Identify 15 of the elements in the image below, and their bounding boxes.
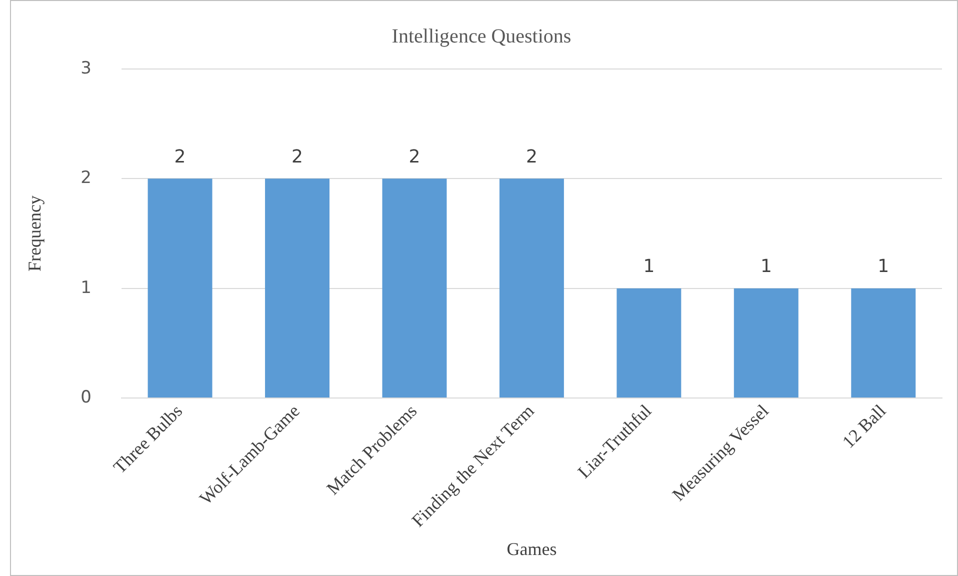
- data-label: 2: [408, 146, 420, 168]
- data-label: 2: [174, 146, 186, 168]
- data-label: 2: [526, 146, 538, 168]
- y-axis-title: Frequency: [24, 196, 45, 272]
- x-axis-title: Games: [506, 538, 557, 559]
- chart-title: Intelligence Questions: [392, 25, 572, 48]
- data-label: 2: [292, 146, 303, 168]
- data-label: 1: [760, 256, 772, 278]
- data-label: 1: [643, 256, 655, 278]
- y-tick-label: 1: [80, 278, 92, 298]
- y-tick-label: 2: [80, 168, 92, 188]
- x-tick-label: 12 Ball: [838, 400, 890, 452]
- y-tick-label: 0: [80, 387, 92, 408]
- y-tick-label: 3: [80, 58, 92, 78]
- data-label: 1: [878, 256, 890, 278]
